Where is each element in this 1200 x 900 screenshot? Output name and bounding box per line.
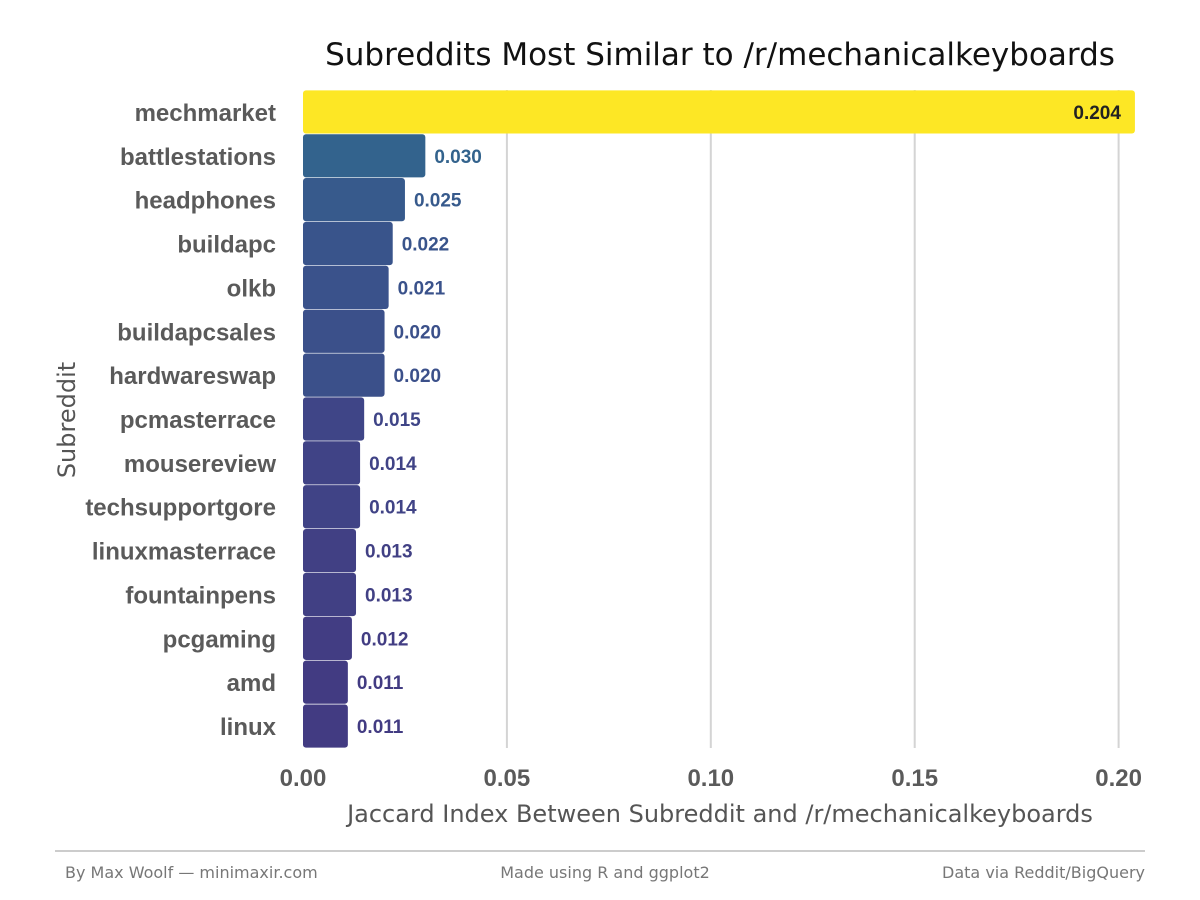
y-axis-label: Subreddit xyxy=(53,362,81,478)
category-label: mousereview xyxy=(124,451,276,478)
category-label: linuxmasterrace xyxy=(92,539,276,566)
category-label: olkb xyxy=(227,275,276,302)
category-label: mechmarket xyxy=(135,100,276,127)
category-label: buildapcsales xyxy=(117,319,276,346)
category-label: battlestations xyxy=(120,144,276,171)
bar-linuxmasterrace xyxy=(303,528,357,573)
bar-mechmarket xyxy=(303,90,1135,134)
value-label: 0.014 xyxy=(369,454,417,475)
x-tick-label: 0.00 xyxy=(280,765,327,792)
value-label: 0.011 xyxy=(357,717,404,738)
x-tick-label: 0.15 xyxy=(891,765,938,792)
category-label: linux xyxy=(220,714,277,741)
category-label: buildapc xyxy=(177,232,276,259)
value-label: 0.021 xyxy=(398,278,446,299)
value-label: 0.020 xyxy=(394,366,442,387)
x-axis-label: Jaccard Index Between Subreddit and /r/m… xyxy=(345,800,1093,828)
bar-buildapcsales xyxy=(303,309,385,353)
x-tick-label: 0.20 xyxy=(1095,765,1142,792)
bar-battlestations xyxy=(303,134,426,178)
bar-pcmasterrace xyxy=(303,397,365,441)
value-label: 0.012 xyxy=(361,629,409,650)
bar-olkb xyxy=(303,265,389,310)
x-tick-label: 0.05 xyxy=(484,765,531,792)
value-label: 0.022 xyxy=(402,235,450,256)
bars xyxy=(303,90,1135,748)
value-labels: 0.204 0.030 0.025 0.022 0.021 0.020 0.020 0.015… xyxy=(357,103,1121,738)
x-tick-labels: 0.00 0.05 0.10 0.15 0.20 xyxy=(280,765,1142,792)
value-label: 0.013 xyxy=(365,585,413,606)
bar-fountainpens xyxy=(303,572,357,617)
bar-amd xyxy=(303,660,348,704)
category-label: headphones xyxy=(135,188,276,215)
value-label: 0.015 xyxy=(373,410,421,431)
value-label: 0.025 xyxy=(414,191,462,212)
value-label: 0.013 xyxy=(365,542,413,563)
footer-author: By Max Woolf — minimaxir.com xyxy=(65,863,318,882)
chart-title: Subreddits Most Similar to /r/mechanical… xyxy=(325,37,1115,73)
bar-buildapc xyxy=(303,221,393,266)
value-label: 0.204 xyxy=(1073,103,1121,124)
value-label: 0.030 xyxy=(434,147,482,168)
bar-headphones xyxy=(303,178,405,222)
bar-hardwareswap xyxy=(303,353,385,397)
value-label: 0.011 xyxy=(357,673,404,694)
bar-techsupportgore xyxy=(303,485,361,529)
bar-linux xyxy=(303,704,348,748)
value-label: 0.014 xyxy=(369,498,417,519)
bar-pcgaming xyxy=(303,616,352,660)
footer-source: Data via Reddit/BigQuery xyxy=(942,863,1145,882)
value-label: 0.020 xyxy=(394,322,442,343)
gridlines xyxy=(505,90,1120,748)
category-label: amd xyxy=(227,670,276,697)
category-labels: mechmarket battlestations headphones builda… xyxy=(85,100,276,741)
footer-tools: Made using R and ggplot2 xyxy=(500,863,710,882)
category-label: pcmasterrace xyxy=(120,407,276,434)
category-label: fountainpens xyxy=(125,582,276,609)
category-label: pcgaming xyxy=(163,626,276,653)
x-tick-label: 0.10 xyxy=(687,765,734,792)
category-label: hardwareswap xyxy=(109,363,276,390)
category-label: techsupportgore xyxy=(85,495,276,522)
bar-mousereview xyxy=(303,441,361,485)
